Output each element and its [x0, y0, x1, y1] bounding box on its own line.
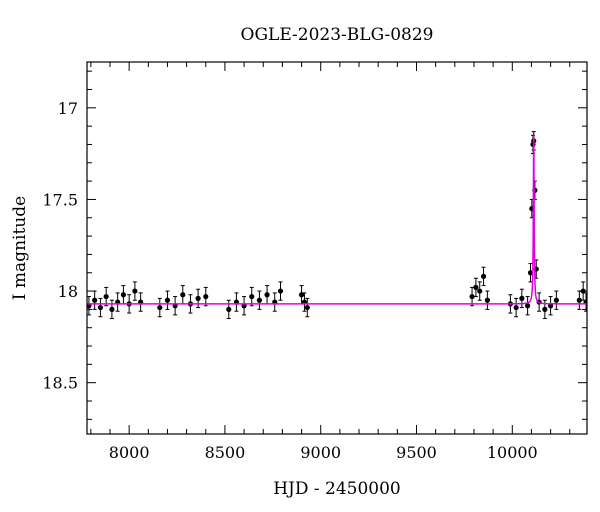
data-point	[103, 286, 109, 307]
data-point	[97, 297, 104, 318]
data-marker	[226, 306, 232, 312]
y-tick-label: 18.5	[42, 374, 78, 393]
data-point	[249, 286, 255, 307]
data-marker	[473, 284, 479, 290]
data-marker	[195, 295, 201, 301]
data-point	[203, 286, 209, 307]
chart-title: OGLE-2023-BLG-0829	[241, 25, 434, 45]
data-marker	[277, 288, 284, 294]
data-point	[525, 296, 531, 316]
y-axis-title: I magnitude	[10, 196, 30, 300]
model-curve	[87, 135, 587, 305]
data-point	[484, 290, 490, 310]
y-tick-label: 17	[58, 99, 78, 118]
data-point	[277, 281, 284, 301]
data-marker	[249, 293, 255, 300]
axis-ticks: 8000 8500 9000 9500 10000 17 17.5 18 18.5	[42, 62, 587, 462]
data-marker	[256, 297, 263, 303]
data-point	[241, 296, 247, 316]
data-point	[583, 292, 587, 312]
data-marker	[527, 270, 534, 276]
plot-frame	[86, 61, 588, 435]
data-point	[120, 285, 126, 305]
data-point	[138, 292, 144, 312]
y-tick-label: 17.5	[42, 190, 78, 209]
data-point	[256, 290, 263, 310]
x-axis-title: HJD - 2450000	[273, 479, 401, 499]
data-point	[164, 290, 171, 310]
data-point	[480, 266, 487, 287]
x-tick-label: 8500	[205, 443, 246, 462]
data-marker	[180, 292, 186, 298]
data-marker	[298, 292, 305, 298]
data-point	[576, 290, 582, 310]
data-point	[264, 285, 270, 305]
data-marker	[519, 295, 525, 301]
data-marker	[542, 306, 548, 312]
x-tick-label: 10000	[487, 443, 538, 462]
data-point	[180, 285, 186, 305]
data-point	[157, 297, 163, 318]
data-point	[272, 292, 278, 312]
x-tick-label: 9000	[300, 443, 341, 462]
data-marker	[469, 293, 475, 300]
data-marker	[97, 304, 104, 311]
data-point	[226, 299, 232, 320]
data-marker	[120, 292, 126, 298]
data-point	[109, 299, 115, 320]
data-point	[553, 290, 559, 310]
data-marker	[264, 292, 270, 298]
data-marker	[157, 304, 163, 311]
data-point	[477, 281, 483, 301]
plot-clip-group	[87, 131, 587, 320]
data-point	[132, 281, 138, 301]
data-point	[304, 297, 310, 318]
data-marker	[477, 288, 483, 294]
data-marker	[109, 306, 115, 312]
plot-area	[87, 131, 587, 320]
data-point	[172, 296, 178, 316]
data-marker	[304, 304, 310, 311]
data-point	[233, 292, 240, 312]
data-point	[195, 288, 201, 309]
x-tick-label: 9500	[396, 443, 437, 462]
x-tick-label: 8000	[109, 443, 150, 462]
data-marker	[203, 293, 209, 300]
data-point	[513, 297, 519, 318]
data-marker	[484, 297, 490, 303]
data-marker	[92, 297, 98, 303]
data-point	[548, 296, 554, 316]
data-marker	[480, 273, 487, 280]
data-marker	[553, 297, 559, 303]
data-point	[115, 292, 121, 312]
data-marker	[525, 303, 531, 309]
data-point	[92, 290, 98, 310]
data-marker	[164, 297, 171, 303]
data-marker	[513, 304, 519, 311]
data-marker	[132, 288, 138, 294]
data-point	[519, 288, 525, 309]
data-marker	[103, 293, 109, 300]
data-point	[473, 277, 479, 298]
data-point	[469, 286, 475, 307]
y-tick-label: 18	[58, 282, 78, 301]
data-marker	[576, 297, 582, 303]
